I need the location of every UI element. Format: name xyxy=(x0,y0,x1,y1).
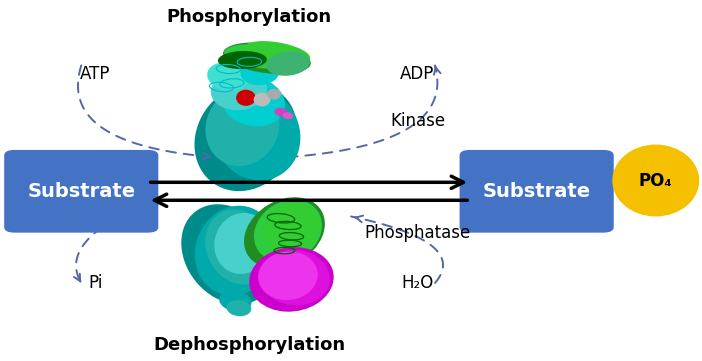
Ellipse shape xyxy=(214,213,270,274)
Text: Pi: Pi xyxy=(88,274,102,292)
Ellipse shape xyxy=(236,90,256,106)
Ellipse shape xyxy=(207,62,250,91)
Ellipse shape xyxy=(213,87,300,180)
Ellipse shape xyxy=(205,209,272,285)
Ellipse shape xyxy=(195,206,276,296)
Ellipse shape xyxy=(258,252,318,300)
Ellipse shape xyxy=(211,71,267,110)
Ellipse shape xyxy=(253,93,270,106)
Text: PO₄: PO₄ xyxy=(639,171,673,190)
Ellipse shape xyxy=(223,43,311,74)
Text: Dephosphorylation: Dephosphorylation xyxy=(153,336,345,354)
Text: ADP: ADP xyxy=(400,65,435,83)
Ellipse shape xyxy=(206,87,279,166)
Ellipse shape xyxy=(249,247,333,312)
Ellipse shape xyxy=(245,41,310,65)
Ellipse shape xyxy=(266,52,310,76)
Ellipse shape xyxy=(218,51,267,69)
Ellipse shape xyxy=(267,89,281,100)
Ellipse shape xyxy=(263,202,319,256)
FancyBboxPatch shape xyxy=(4,150,159,232)
Ellipse shape xyxy=(221,77,285,126)
Ellipse shape xyxy=(219,290,251,312)
Ellipse shape xyxy=(194,83,298,191)
Text: ATP: ATP xyxy=(80,65,110,83)
Ellipse shape xyxy=(254,200,322,262)
Text: Substrate: Substrate xyxy=(27,182,135,201)
FancyBboxPatch shape xyxy=(460,150,614,232)
Ellipse shape xyxy=(227,300,251,316)
Ellipse shape xyxy=(283,112,293,119)
Text: H₂O: H₂O xyxy=(402,274,434,292)
Ellipse shape xyxy=(241,60,279,85)
Ellipse shape xyxy=(181,204,275,304)
Ellipse shape xyxy=(612,144,699,217)
Text: Phosphatase: Phosphatase xyxy=(364,224,470,242)
Ellipse shape xyxy=(244,197,325,268)
Ellipse shape xyxy=(274,108,287,117)
Text: Substrate: Substrate xyxy=(482,182,590,201)
Ellipse shape xyxy=(224,44,303,69)
Text: Phosphorylation: Phosphorylation xyxy=(167,8,332,26)
Text: Kinase: Kinase xyxy=(390,112,445,130)
Ellipse shape xyxy=(260,250,330,305)
